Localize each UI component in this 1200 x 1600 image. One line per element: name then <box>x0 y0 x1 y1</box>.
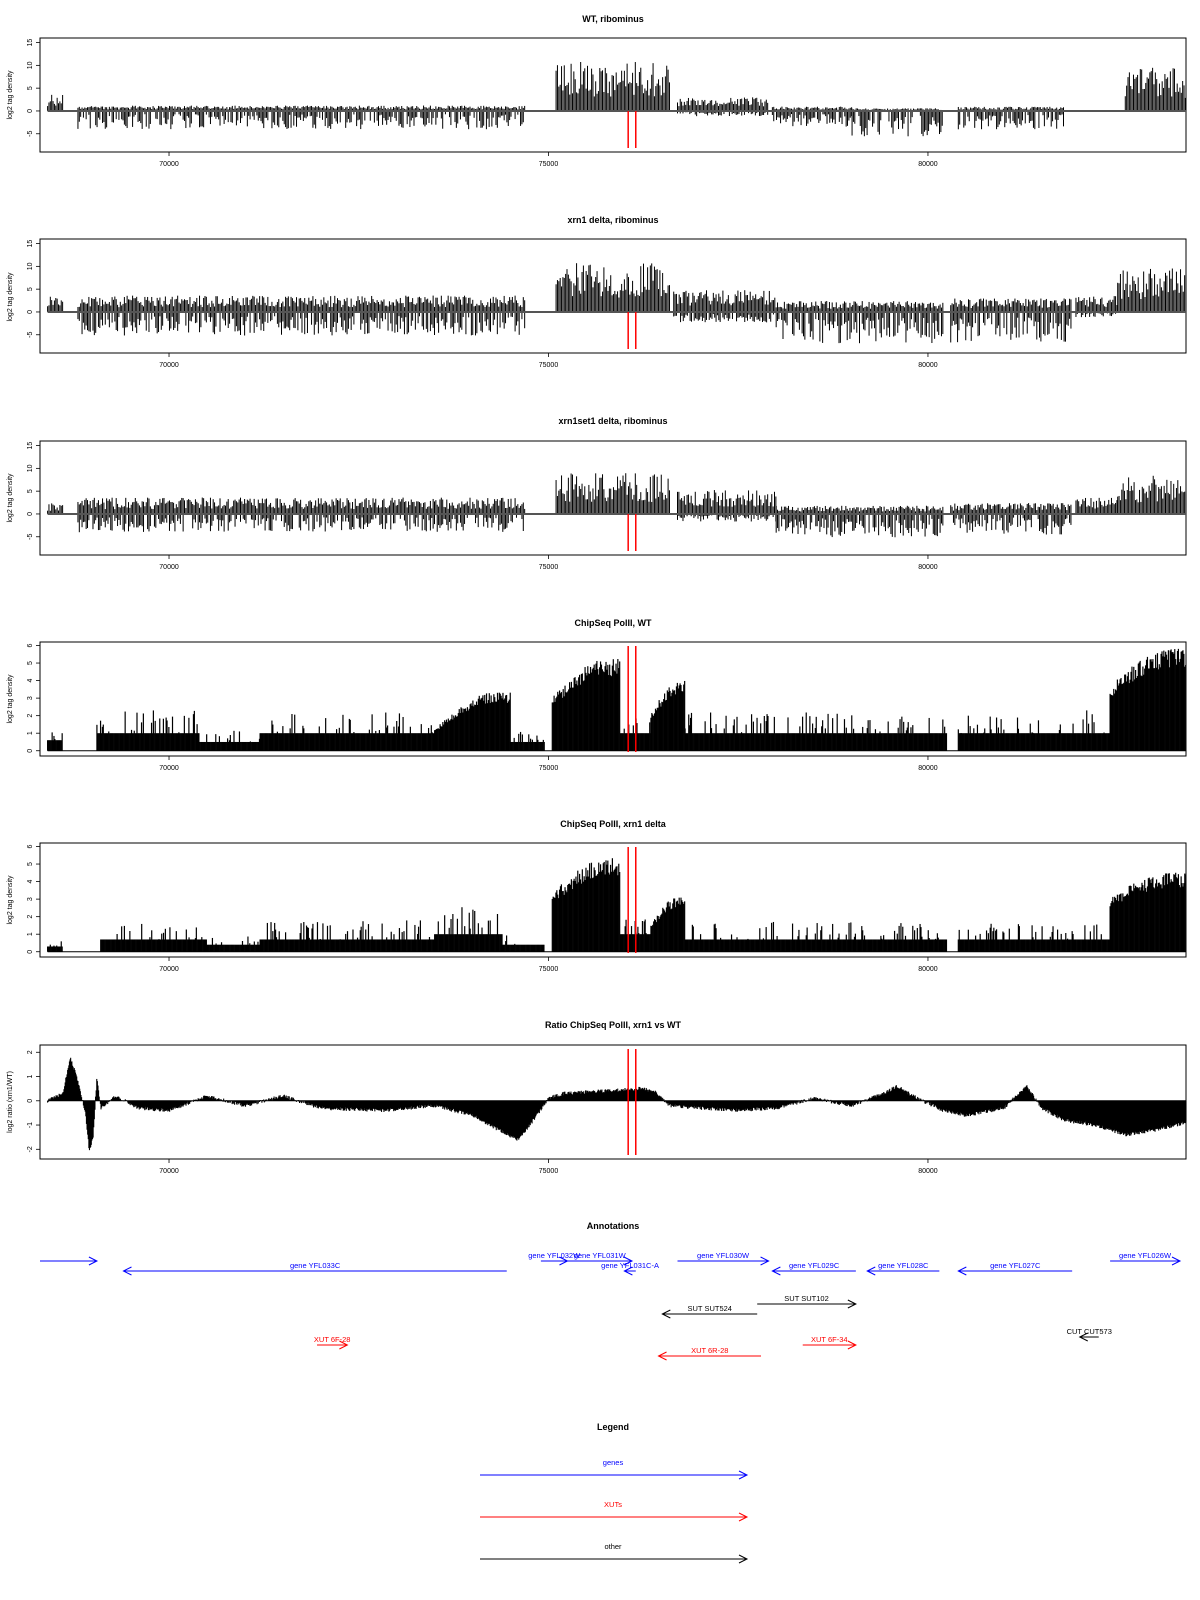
plot-frame <box>39 37 1187 153</box>
plot-area: -5 0 5 10 15 70000 75000 80000 <box>27 440 1187 571</box>
y-tick-label: 0 <box>27 512 34 516</box>
panel-title: xrn1 delta, ribominus <box>567 215 658 225</box>
y-tick-label: 15 <box>27 240 34 248</box>
y-tick-label: 3 <box>27 696 34 700</box>
x-tick-label: 80000 <box>918 161 938 168</box>
panel-title: ChipSeq PolII, WT <box>575 618 652 628</box>
y-tick-label: 5 <box>27 86 34 90</box>
y-axis-label: log2 tag density <box>7 70 14 120</box>
x-tick-label: 70000 <box>159 765 179 772</box>
x-tick-label: 70000 <box>159 161 179 168</box>
signal-bars <box>47 263 1186 344</box>
y-tick-label: 10 <box>27 262 34 270</box>
y-tick-label: 4 <box>27 679 34 683</box>
x-tick-label: 75000 <box>539 362 559 369</box>
panel-wt-ribominus: WT, ribominus log2 tag density -5 0 5 10 15 7… <box>7 14 1187 168</box>
y-tick-label: 1 <box>27 731 34 735</box>
panel-title: xrn1set1 delta, ribominus <box>558 416 667 426</box>
signal-bars <box>47 473 1186 538</box>
y-tick-label: 6 <box>27 643 34 647</box>
x-tick-label: 70000 <box>159 564 179 571</box>
y-tick-label: 0 <box>27 109 34 113</box>
panel-title: WT, ribominus <box>582 14 644 24</box>
y-tick-label: 15 <box>27 39 34 47</box>
y-tick-label: 10 <box>27 464 34 472</box>
y-tick-label: -5 <box>27 332 34 338</box>
plot-area: 0 1 2 3 4 5 6 70000 75000 80000 <box>27 641 1187 772</box>
plot-area: -5 0 5 10 15 70000 75000 80000 <box>27 37 1187 168</box>
x-tick-label: 75000 <box>539 765 559 772</box>
panel-xrn1set1-ribominus: xrn1set1 delta, ribominus log2 tag densi… <box>7 416 1187 571</box>
panel-xrn1-ribominus: xrn1 delta, ribominus log2 tag density -… <box>7 215 1187 369</box>
y-axis-label: log2 tag density <box>7 473 14 523</box>
x-tick-label: 80000 <box>918 564 938 571</box>
x-tick-label: 75000 <box>539 564 559 571</box>
y-tick-label: 5 <box>27 287 34 291</box>
y-tick-label: 0 <box>27 749 34 753</box>
y-tick-label: 2 <box>27 714 34 718</box>
panel-chipseq-wt: ChipSeq PolII, WT log2 tag density 0 1 2 3 4… <box>7 618 1187 772</box>
x-tick-label: 80000 <box>918 765 938 772</box>
y-tick-label: 0 <box>27 310 34 314</box>
plot-frame <box>39 440 1187 556</box>
y-tick-label: 10 <box>27 61 34 69</box>
plot-frame <box>39 238 1187 354</box>
x-tick-label: 70000 <box>159 362 179 369</box>
y-axis-label: log2 tag density <box>7 272 14 322</box>
plot-area: -5 0 5 10 15 70000 75000 80000 <box>27 238 1187 369</box>
x-tick-label: 80000 <box>918 362 938 369</box>
y-axis-label: log2 tag density <box>7 674 14 724</box>
signal-bars <box>47 62 1186 137</box>
y-tick-label: -5 <box>27 534 34 540</box>
signal-bars <box>46 648 1187 751</box>
y-tick-label: -5 <box>27 131 34 137</box>
y-tick-label: 15 <box>27 442 34 450</box>
y-tick-label: 5 <box>27 489 34 493</box>
x-tick-label: 75000 <box>539 161 559 168</box>
y-tick-label: 5 <box>27 661 34 665</box>
